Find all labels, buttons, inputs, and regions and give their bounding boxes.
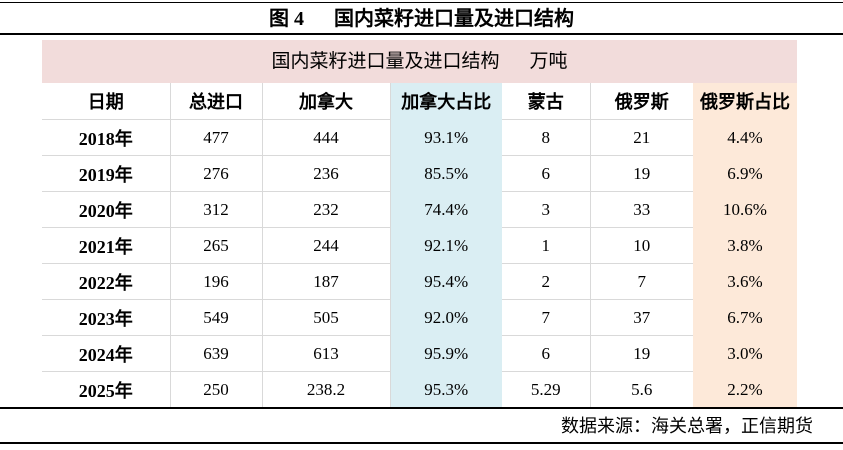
figure-number: 图 4 [269,8,304,30]
table-cell: 19 [590,335,693,372]
table-cell: 93.1% [390,119,502,156]
row-year-cell: 2025年 [42,371,171,408]
table-cell: 250 [170,371,263,408]
column-header-mongolia: 蒙古 [502,83,591,120]
table-cell: 6.7% [693,299,797,336]
table-cell: 265 [170,227,263,264]
row-year-cell: 2024年 [42,335,171,372]
row-year-cell: 2020年 [42,191,171,228]
table-cell: 2.2% [693,371,797,408]
table-cell: 639 [170,335,263,372]
row-year-cell: 2023年 [42,299,171,336]
table-cell: 5.6 [590,371,693,408]
table-row: 2020年 312 232 74.4% 3 33 10.6% [42,191,797,228]
table-cell: 10.6% [693,191,797,228]
bottom-rule [0,442,843,444]
table-row: 2021年 265 244 92.1% 1 10 3.8% [42,227,797,264]
table-cell: 477 [170,119,263,156]
table-cell: 6 [502,155,591,192]
column-header-canada: 加拿大 [262,83,391,120]
table-cell: 1 [502,227,591,264]
table-cell: 505 [262,299,391,336]
table-row: 2025年 250 238.2 95.3% 5.29 5.6 2.2% [42,371,797,408]
column-header-total-imports: 总进口 [170,83,263,120]
table-cell: 5.29 [502,371,591,408]
table-title: 国内菜籽进口量及进口结构 [271,51,500,72]
table-cell: 232 [262,191,391,228]
table-cell: 37 [590,299,693,336]
import-data-table: 日期 总进口 加拿大 加拿大占比 蒙古 俄罗斯 俄罗斯占比 2018年 477 44… [42,83,797,408]
table-cell: 444 [262,119,391,156]
figure-caption: 图 4 国内菜籽进口量及进口结构 [0,5,843,33]
table-title-banner: 国内菜籽进口量及进口结构 万吨 [42,40,797,83]
table-row: 2024年 639 613 95.9% 6 19 3.0% [42,335,797,372]
table-cell: 244 [262,227,391,264]
table-row: 2018年 477 444 93.1% 8 21 4.4% [42,119,797,156]
table-cell: 95.4% [390,263,502,300]
row-year-cell: 2019年 [42,155,171,192]
table-cell: 312 [170,191,263,228]
data-source: 数据来源：海关总署，正信期货 [561,416,813,436]
table-header-row: 日期 总进口 加拿大 加拿大占比 蒙古 俄罗斯 俄罗斯占比 [42,83,797,120]
table-row: 2019年 276 236 85.5% 6 19 6.9% [42,155,797,192]
table-cell: 187 [262,263,391,300]
figure-title: 国内菜籽进口量及进口结构 [334,8,574,30]
table-cell: 92.1% [390,227,502,264]
table-cell: 238.2 [262,371,391,408]
table-cell: 10 [590,227,693,264]
table-cell: 613 [262,335,391,372]
row-year-cell: 2021年 [42,227,171,264]
table-cell: 196 [170,263,263,300]
table-cell: 276 [170,155,263,192]
column-header-canada-share: 加拿大占比 [390,83,502,120]
table-cell: 6.9% [693,155,797,192]
import-table: 国内菜籽进口量及进口结构 万吨 日期 总进口 加拿大 加拿大占比 蒙古 俄罗斯 俄… [42,40,797,408]
column-header-russia-share: 俄罗斯占比 [693,83,797,120]
table-row: 2022年 196 187 95.4% 2 7 3.6% [42,263,797,300]
table-cell: 549 [170,299,263,336]
table-cell: 19 [590,155,693,192]
table-cell: 95.3% [390,371,502,408]
table-cell: 7 [590,263,693,300]
table-cell: 3.6% [693,263,797,300]
column-header-date: 日期 [42,83,171,120]
table-cell: 33 [590,191,693,228]
column-header-russia: 俄罗斯 [590,83,693,120]
table-cell: 74.4% [390,191,502,228]
top-rule [0,2,843,3]
table-unit: 万吨 [529,51,568,72]
table-cell: 236 [262,155,391,192]
table-cell: 85.5% [390,155,502,192]
table-cell: 3.0% [693,335,797,372]
table-cell: 95.9% [390,335,502,372]
table-cell: 4.4% [693,119,797,156]
table-cell: 7 [502,299,591,336]
table-cell: 92.0% [390,299,502,336]
table-cell: 2 [502,263,591,300]
table-cell: 8 [502,119,591,156]
title-rule [0,33,843,35]
table-cell: 3 [502,191,591,228]
source-rule [0,407,843,409]
row-year-cell: 2018年 [42,119,171,156]
table-cell: 21 [590,119,693,156]
row-year-cell: 2022年 [42,263,171,300]
table-cell: 3.8% [693,227,797,264]
table-cell: 6 [502,335,591,372]
table-row: 2023年 549 505 92.0% 7 37 6.7% [42,299,797,336]
